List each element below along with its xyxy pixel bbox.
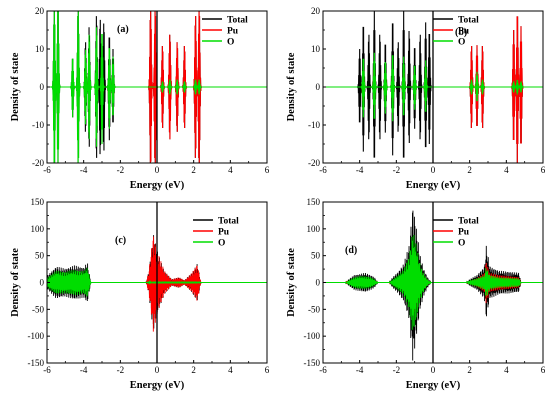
panel-label: (d)	[345, 245, 357, 256]
y-tick-label: -150	[28, 358, 45, 368]
y-tick-label: -20	[32, 158, 44, 168]
y-tick-label: -100	[304, 331, 321, 341]
panel-label: (c)	[115, 235, 126, 246]
legend-label-pu: Pu	[218, 228, 230, 238]
y-axis-title: Density of state	[10, 248, 21, 317]
y-tick-label: -10	[32, 120, 44, 130]
y-tick-label: 10	[35, 44, 45, 54]
x-tick-label: -4	[80, 165, 88, 175]
legend-label-total: Total	[227, 16, 248, 26]
y-axis-title: Density of state	[10, 52, 21, 121]
x-tick-label: 4	[504, 365, 509, 375]
y-tick-label: -50	[32, 304, 44, 314]
x-tick-label: -6	[43, 165, 51, 175]
x-tick-label: 6	[541, 165, 546, 175]
y-tick-label: -50	[308, 304, 320, 314]
legend-label-pu: Pu	[458, 27, 470, 37]
y-tick-label: 50	[35, 251, 45, 261]
x-tick-label: 0	[431, 165, 436, 175]
x-tick-label: -2	[117, 165, 125, 175]
dos-panel-d: -6 -4 -2 0 2 4 6 -150 -100 -50 0 50 100 150 Energy (eV…	[286, 197, 546, 391]
y-tick-label: 0	[40, 82, 45, 92]
legend-label-pu: Pu	[227, 27, 239, 37]
y-tick-label: 20	[35, 6, 45, 16]
x-tick-label: 2	[191, 165, 196, 175]
x-tick-label: 6	[265, 165, 270, 175]
x-tick-label: -6	[319, 365, 327, 375]
y-tick-label: 150	[307, 197, 321, 207]
y-tick-label: -10	[308, 120, 320, 130]
y-tick-label: 100	[31, 224, 45, 234]
x-tick-label: 6	[265, 365, 270, 375]
x-axis-title: Energy (eV)	[130, 180, 185, 191]
x-tick-label: 6	[541, 365, 546, 375]
y-tick-label: -20	[308, 158, 320, 168]
x-tick-label: 2	[467, 365, 472, 375]
x-tick-label: -6	[319, 165, 327, 175]
legend-label-o: O	[227, 38, 234, 48]
y-tick-label: 100	[307, 224, 321, 234]
panel-label: (a)	[117, 24, 129, 35]
x-tick-label: -2	[393, 165, 401, 175]
legend-label-total: Total	[218, 217, 239, 227]
y-tick-label: 0	[316, 278, 321, 288]
legend-label-o: O	[458, 239, 465, 249]
panel-label: (b)	[455, 27, 467, 38]
x-tick-label: 4	[504, 165, 509, 175]
legend-label-o: O	[218, 239, 225, 249]
x-tick-label: 4	[228, 165, 233, 175]
legend-label-total: Total	[458, 217, 479, 227]
legend-label-total: Total	[458, 16, 479, 26]
x-tick-label: -4	[356, 165, 364, 175]
y-axis-title: Density of state	[286, 52, 297, 121]
x-tick-label: 4	[228, 365, 233, 375]
legend-label-o: O	[458, 38, 465, 48]
y-tick-label: 0	[40, 278, 45, 288]
x-tick-label: -4	[80, 365, 88, 375]
y-tick-label: 50	[311, 251, 321, 261]
x-tick-label: 2	[191, 365, 196, 375]
y-tick-label: 10	[311, 44, 321, 54]
x-tick-label: -4	[356, 365, 364, 375]
dos-panel-c: -6 -4 -2 0 2 4 6 -150 -100 -50 0 50 100 150 Energy (eV…	[10, 197, 270, 391]
y-axis-title: Density of state	[286, 248, 297, 317]
x-axis-title: Energy (eV)	[130, 380, 185, 391]
y-tick-label: 150	[31, 197, 45, 207]
y-tick-label: 20	[311, 6, 321, 16]
x-axis-title: Energy (eV)	[406, 380, 461, 391]
x-tick-label: 0	[155, 165, 160, 175]
y-tick-label: 0	[316, 82, 321, 92]
x-tick-label: 2	[467, 165, 472, 175]
x-tick-label: -2	[393, 365, 401, 375]
y-tick-label: -100	[28, 331, 45, 341]
x-tick-label: 0	[155, 365, 160, 375]
legend-label-pu: Pu	[458, 228, 470, 238]
x-tick-label: -2	[117, 365, 125, 375]
x-tick-label: -6	[43, 365, 51, 375]
x-axis-title: Energy (eV)	[406, 180, 461, 191]
x-tick-label: 0	[431, 365, 436, 375]
y-tick-label: -150	[304, 358, 321, 368]
